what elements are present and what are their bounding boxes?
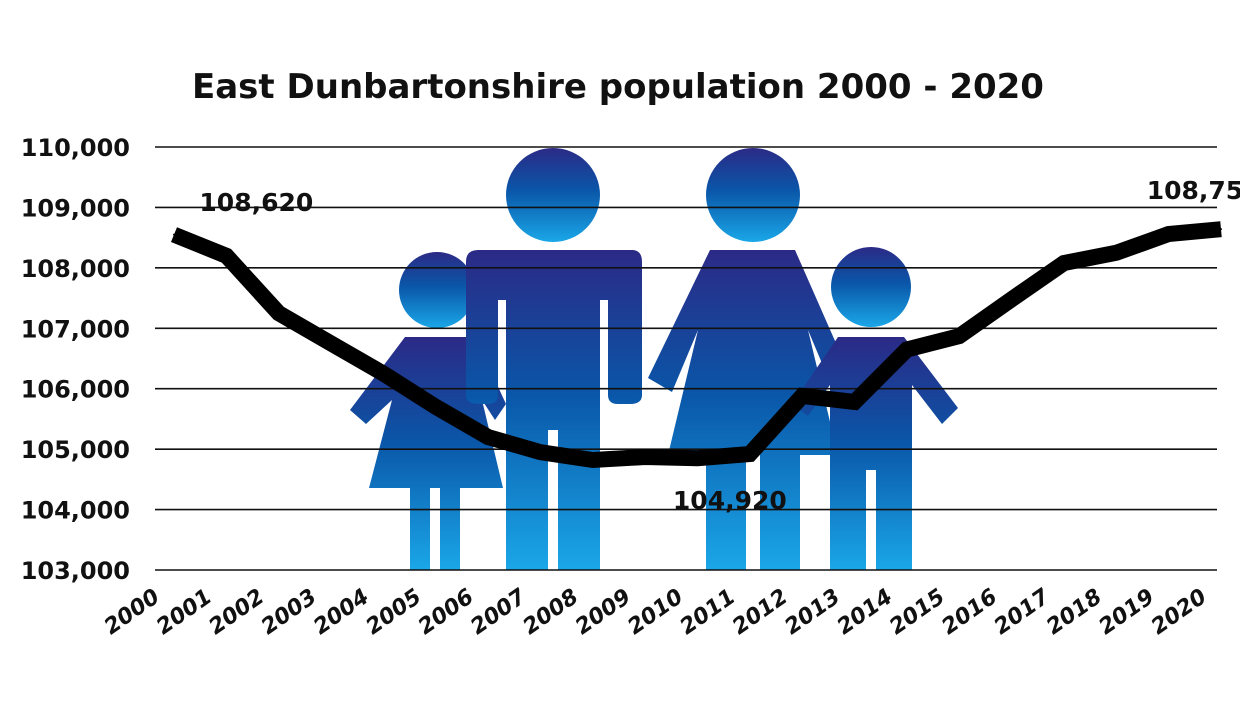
y-tick-label: 109,000 xyxy=(21,194,130,222)
x-tick-label: 2015 xyxy=(885,584,949,640)
series-point xyxy=(1167,233,1170,236)
x-tick-label: 2017 xyxy=(990,584,1055,640)
y-tick-label: 104,000 xyxy=(21,497,130,525)
series-point xyxy=(958,335,961,338)
series-point xyxy=(330,342,333,345)
x-tick-label: 2014 xyxy=(833,584,897,640)
x-tick-label: 2016 xyxy=(938,584,1002,640)
gridlines xyxy=(155,146,1217,571)
series-point xyxy=(1010,298,1013,301)
y-tick-label: 110,000 xyxy=(21,134,130,162)
series-point xyxy=(277,312,280,315)
series-point xyxy=(591,459,594,462)
x-tick-label: 2005 xyxy=(362,584,426,640)
series-point xyxy=(1062,262,1065,265)
x-tick-label: 2020 xyxy=(1147,584,1211,640)
x-tick-label: 2003 xyxy=(257,584,321,640)
series-point xyxy=(905,348,908,351)
chart-title: East Dunbartonshire population 2000 - 20… xyxy=(192,67,1044,107)
x-tick-label: 2006 xyxy=(414,584,478,640)
y-tick-label: 108,000 xyxy=(21,255,130,283)
x-tick-label: 2004 xyxy=(309,584,373,640)
x-axis-tick-labels: 2000200120022003200420052006200720082009… xyxy=(100,584,1211,640)
series-point xyxy=(748,452,751,455)
series-point xyxy=(853,401,856,404)
x-tick-label: 2011 xyxy=(676,584,740,640)
series-point xyxy=(173,233,175,236)
x-tick-label: 2019 xyxy=(1095,584,1159,640)
y-tick-label: 103,000 xyxy=(21,557,130,585)
y-tick-label: 105,000 xyxy=(21,436,130,464)
series-point xyxy=(801,394,804,397)
y-axis-tick-labels: 110,000 109,000 108,000 107,000 106,000 105,0… xyxy=(21,134,130,585)
data-label: 104,920 xyxy=(673,486,787,515)
y-tick-label: 107,000 xyxy=(21,315,130,343)
series-point xyxy=(225,254,228,257)
series-point xyxy=(696,457,699,460)
x-tick-label: 2002 xyxy=(205,584,269,640)
x-tick-label: 2012 xyxy=(728,584,792,640)
data-label: 108,620 xyxy=(199,188,313,217)
x-tick-label: 2000 xyxy=(100,584,164,640)
x-tick-label: 2010 xyxy=(623,584,687,640)
x-tick-label: 2013 xyxy=(780,584,844,640)
series-point xyxy=(1220,228,1222,231)
x-tick-label: 2008 xyxy=(519,584,583,640)
y-tick-label: 106,000 xyxy=(21,376,130,404)
x-tick-label: 2009 xyxy=(571,584,635,640)
series-point xyxy=(1115,251,1118,254)
series-point xyxy=(434,405,437,408)
series-line-group xyxy=(171,221,1222,469)
x-tick-label: 2007 xyxy=(466,584,531,640)
series-point xyxy=(382,372,385,375)
x-tick-label: 2018 xyxy=(1042,584,1106,640)
data-labels: 108,620 104,920 108,750 xyxy=(199,176,1240,515)
x-tick-label: 2001 xyxy=(152,584,216,640)
data-label: 108,750 xyxy=(1147,176,1240,205)
series-point xyxy=(487,436,490,439)
series-point xyxy=(644,455,647,458)
family-silhouette-icon xyxy=(350,148,958,570)
series-point xyxy=(539,451,542,454)
